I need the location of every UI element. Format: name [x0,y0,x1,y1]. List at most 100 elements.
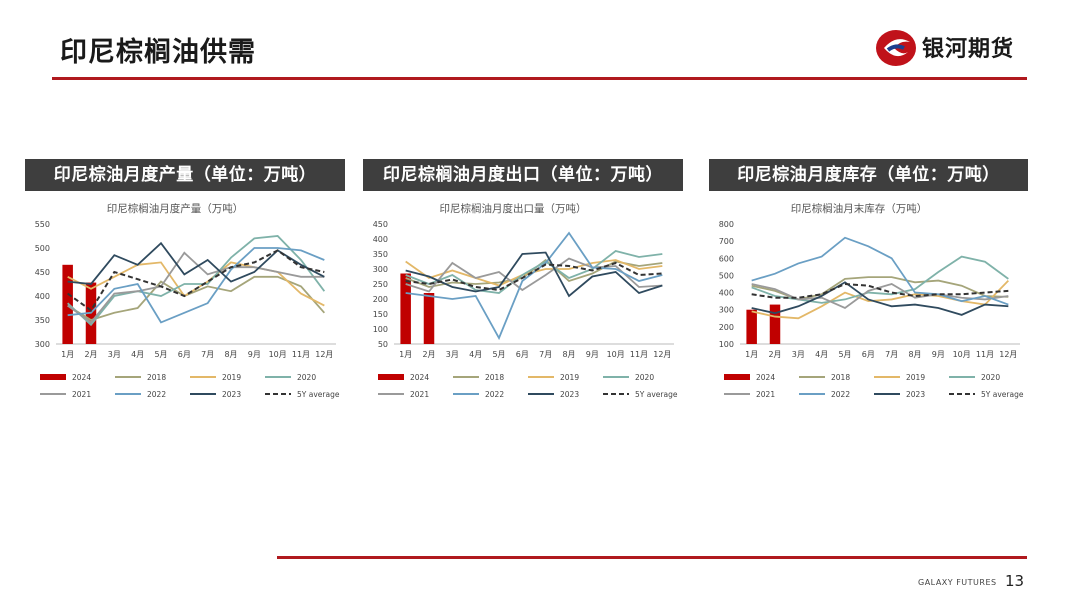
x-tick-label: 8月 [224,350,237,359]
legend-label: 5Y average [297,390,340,399]
y-tick-label: 500 [35,244,50,253]
y-tick-label: 200 [719,323,734,332]
series-line-5y-average [67,249,325,312]
legend-label: 2024 [72,373,91,382]
chart-title: 印尼棕榈油月度产量（万吨） [107,202,244,215]
series-line-5y-average [405,261,663,292]
series-line-2020 [67,235,326,327]
x-tick-label: 10月 [607,350,625,359]
x-tick-label: 4月 [815,350,828,359]
x-tick-label: 12月 [315,350,333,359]
legend-label: 2023 [560,390,579,399]
x-tick-label: 2月 [84,350,97,359]
x-tick-label: 7月 [539,350,552,359]
series-line-2022 [751,236,1009,306]
series-line-5y-average [751,282,1009,299]
x-tick-label: 1月 [399,350,412,359]
series-line-2023 [751,281,1009,316]
x-tick-label: 11月 [976,350,994,359]
series-line-2018 [67,275,326,321]
legend-label: 2020 [981,373,1000,382]
page-number: 13 [1005,572,1025,590]
y-tick-label: 400 [373,235,388,244]
series-line-2022 [405,231,663,341]
series-line-2021 [405,257,663,293]
x-tick-label: 1月 [61,350,74,359]
legend-label: 2024 [410,373,429,382]
y-tick-label: 100 [373,325,388,334]
logo-text: 银河期货 [922,37,1015,62]
bar-2024-2 [423,293,435,344]
y-tick-label: 350 [373,250,388,259]
x-tick-label: 8月 [562,350,575,359]
series-line-2020 [751,255,1009,304]
x-tick-label: 3月 [446,350,459,359]
series-line-2019 [751,279,1009,320]
legend-label: 2019 [222,373,241,382]
x-tick-label: 11月 [630,350,648,359]
y-tick-label: 150 [373,310,388,319]
x-tick-label: 6月 [178,350,191,359]
y-tick-label: 450 [35,268,50,277]
x-tick-label: 5月 [154,350,167,359]
legend-label: 2022 [485,390,504,399]
panel-header-production: 印尼棕油月度产量（单位：万吨） [25,159,345,191]
x-tick-label: 10月 [269,350,287,359]
legend-label: 2024 [756,373,775,382]
x-tick-label: 7月 [201,350,214,359]
footer-text: GALAXY FUTURES [918,578,997,587]
x-tick-label: 2月 [768,350,781,359]
x-tick-label: 7月 [885,350,898,359]
y-tick-label: 300 [35,340,50,349]
y-tick-label: 300 [719,306,734,315]
y-tick-label: 250 [373,280,388,289]
legend-label: 2020 [297,373,316,382]
panel-header-inventory: 印尼棕油月度库存（单位：万吨） [709,159,1028,191]
legend-label: 5Y average [635,390,678,399]
slide-title: 印尼棕榈油供需 [60,37,256,68]
x-tick-label: 5月 [492,350,505,359]
x-tick-label: 6月 [862,350,875,359]
title-rule [52,77,1027,80]
y-tick-label: 100 [719,340,734,349]
series-line-2020 [405,250,663,294]
y-tick-label: 350 [35,316,50,325]
legend-label: 2019 [560,373,579,382]
legend-label: 2023 [222,390,241,399]
y-tick-label: 400 [35,292,50,301]
legend-swatch-2024 [724,374,750,380]
legend-label: 2020 [635,373,654,382]
legend-swatch-2024 [378,374,404,380]
x-tick-label: 4月 [469,350,482,359]
series-line-2022 [67,247,325,324]
y-tick-label: 700 [719,237,734,246]
chart-title: 印尼棕榈油月度出口量（万吨） [440,202,587,215]
series-line-2021 [751,283,1009,310]
x-tick-label: 3月 [108,350,121,359]
y-tick-label: 550 [35,220,50,229]
y-tick-label: 600 [719,254,734,263]
legend-label: 2018 [147,373,166,382]
bar-2024-1 [400,273,411,344]
x-tick-label: 9月 [932,350,945,359]
y-tick-label: 800 [719,220,734,229]
x-tick-label: 12月 [999,350,1017,359]
legend-label: 2022 [831,390,850,399]
x-tick-label: 9月 [586,350,599,359]
panel-header-export: 印尼棕榈油月度出口（单位：万吨） [363,159,683,191]
bar-2024-1 [746,309,757,344]
x-tick-label: 8月 [908,350,921,359]
y-tick-label: 200 [373,295,388,304]
y-tick-label: 450 [373,220,388,229]
legend-label: 2018 [831,373,850,382]
x-tick-label: 3月 [792,350,805,359]
x-tick-label: 10月 [953,350,971,359]
y-tick-label: 50 [378,340,388,349]
legend-label: 2023 [906,390,925,399]
production-chart: 印尼棕榈油月度产量（万吨） 300 350 400 450 500 550 1月 2月 3月 4月 5… [35,202,340,399]
x-tick-label: 4月 [131,350,144,359]
x-tick-label: 1月 [745,350,758,359]
legend-label: 2019 [906,373,925,382]
bar-2024-2 [769,304,781,344]
legend-label: 2022 [147,390,166,399]
